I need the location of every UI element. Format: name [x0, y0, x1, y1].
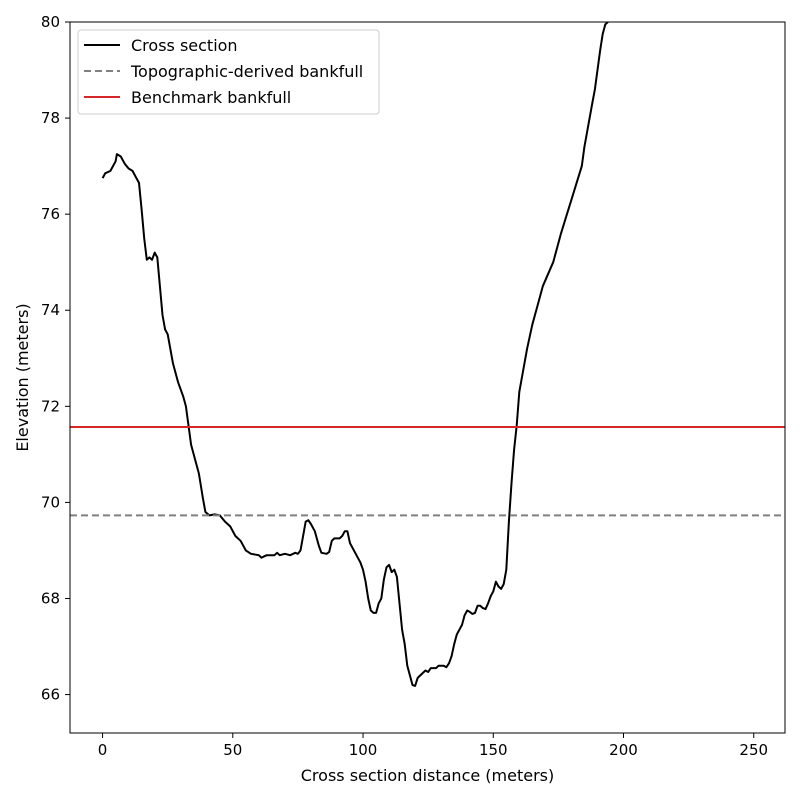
y-tick-label: 80 — [41, 13, 60, 31]
y-tick-label: 70 — [41, 493, 60, 511]
legend-box — [77, 29, 380, 115]
x-tick-label: 100 — [349, 741, 378, 759]
y-tick-label: 72 — [41, 397, 60, 415]
y-axis-label: Elevation (meters) — [13, 303, 32, 451]
y-tick-label: 78 — [41, 109, 60, 127]
x-axis-label: Cross section distance (meters) — [301, 766, 554, 785]
series-layer — [70, 22, 785, 687]
legend-label-cross-section: Cross section — [131, 36, 238, 55]
y-tick-label: 68 — [41, 589, 60, 607]
x-tick-label: 0 — [98, 741, 108, 759]
ticks-layer: 0 50 100 150 200 250 66 68 70 72 74 76 78 80 — [41, 13, 768, 759]
series-line-cross-section — [101, 22, 609, 687]
legend-label-benchmark-bankfull: Benchmark bankfull — [131, 88, 291, 107]
y-tick-label: 66 — [41, 686, 60, 704]
legend-label-topographic-bankfull: Topographic-derived bankfull — [130, 62, 363, 81]
axes-frame — [69, 21, 786, 734]
x-tick-label: 250 — [739, 741, 768, 759]
x-tick-label: 150 — [479, 741, 508, 759]
y-tick-label: 76 — [41, 205, 60, 223]
x-tick-label: 200 — [609, 741, 638, 759]
y-tick-label: 74 — [41, 301, 60, 319]
x-tick-label: 50 — [223, 741, 242, 759]
legend: Cross section Topographic-derived bankfu… — [77, 29, 380, 115]
